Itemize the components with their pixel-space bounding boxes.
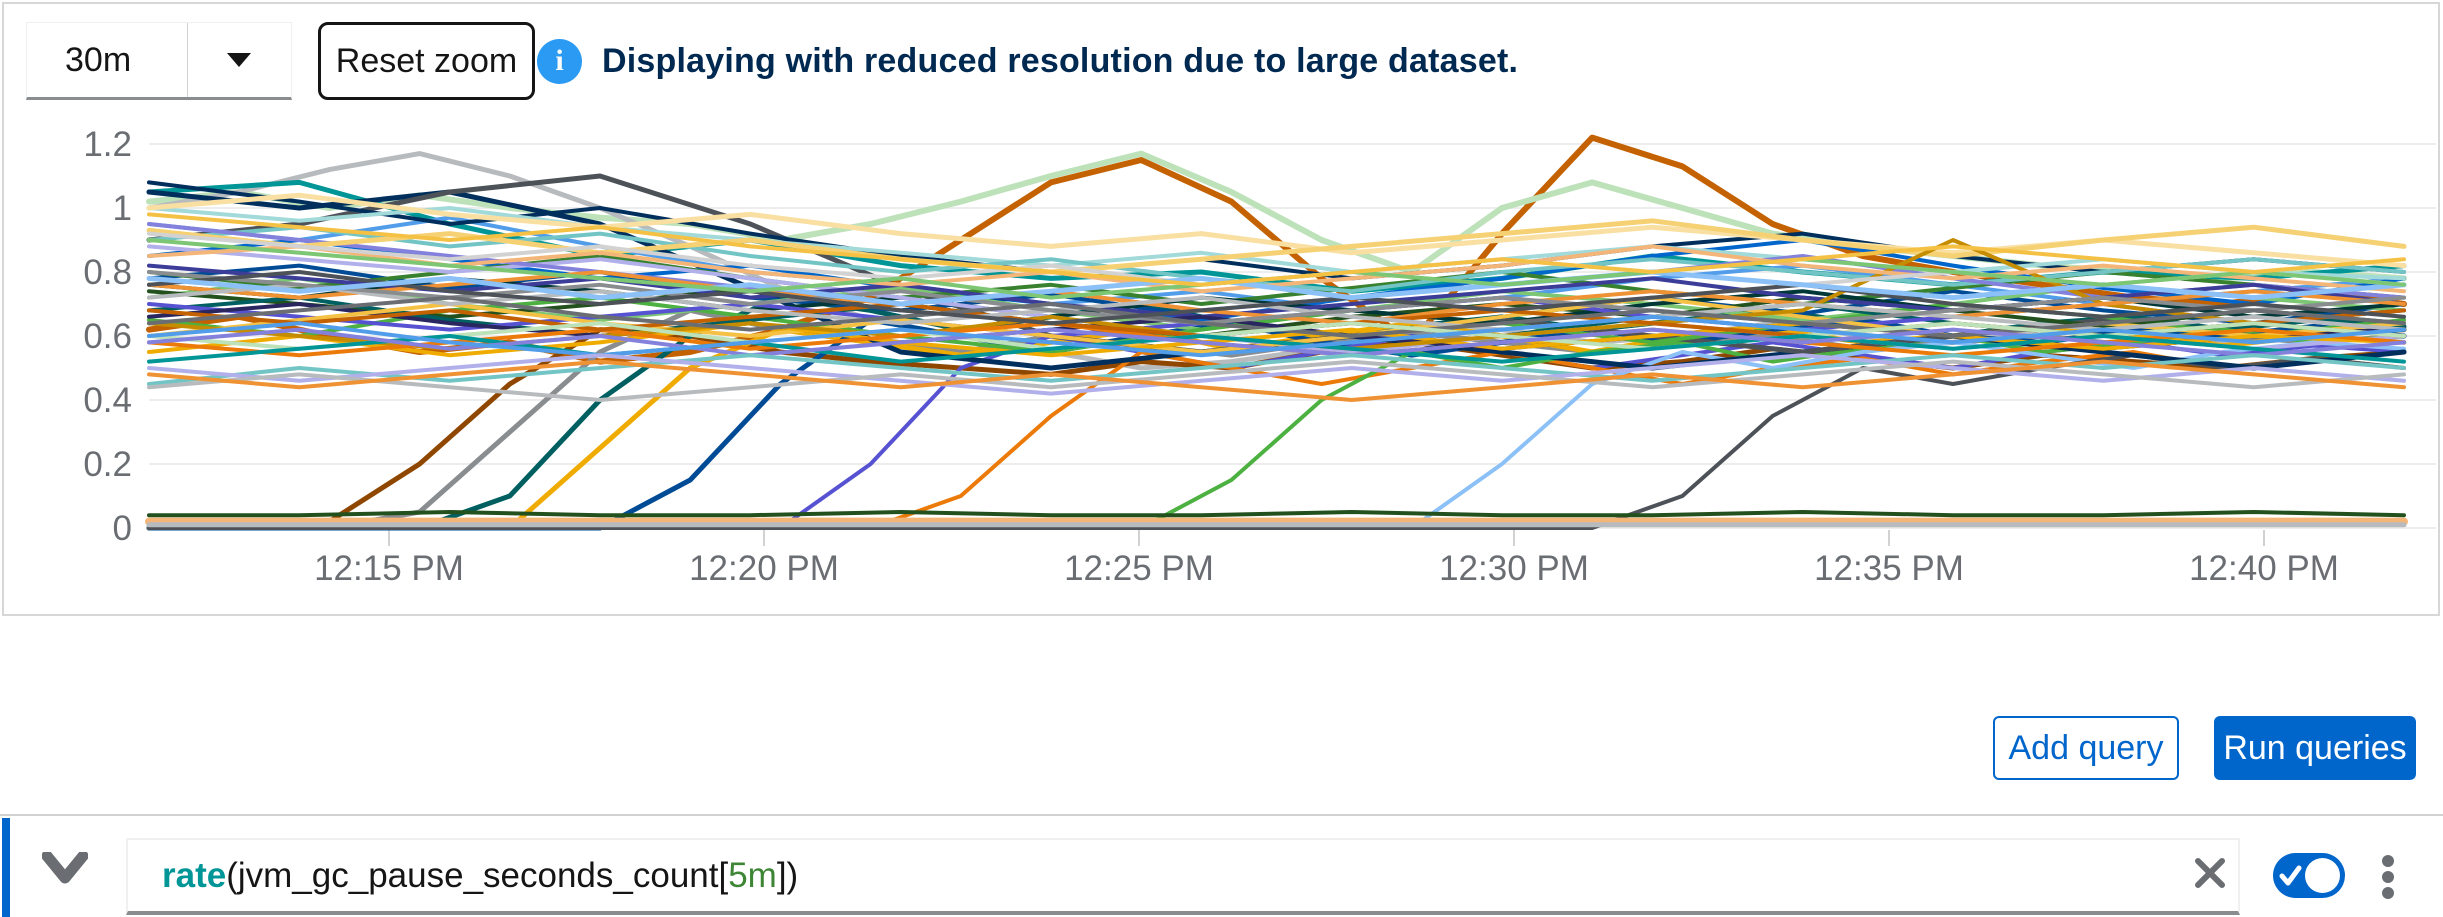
toggle-knob	[2305, 858, 2340, 893]
close-icon	[2195, 857, 2225, 888]
clear-query-button[interactable]	[2188, 852, 2232, 896]
alert-text: Displaying with reduced resolution due t…	[602, 41, 1519, 80]
query-accent-bar	[2, 818, 10, 917]
query-expand-toggle[interactable]	[41, 850, 89, 886]
query-expression-input[interactable]: rate(jvm_gc_pause_seconds_count[5m])	[126, 838, 2240, 915]
reset-zoom-button[interactable]: Reset zoom	[318, 22, 535, 100]
svg-text:0: 0	[113, 509, 132, 548]
run-queries-button[interactable]: Run queries	[2214, 716, 2416, 780]
svg-text:12:15 PM: 12:15 PM	[314, 549, 464, 588]
svg-text:12:35 PM: 12:35 PM	[1814, 549, 1964, 588]
query-expression: rate(jvm_gc_pause_seconds_count[5m])	[162, 855, 799, 895]
svg-text:12:30 PM: 12:30 PM	[1439, 549, 1589, 588]
query-row: rate(jvm_gc_pause_seconds_count[5m])	[0, 814, 2443, 917]
info-icon: i	[537, 38, 582, 84]
kebab-icon	[2382, 855, 2394, 899]
svg-text:0.4: 0.4	[83, 381, 132, 420]
svg-text:0.6: 0.6	[83, 317, 132, 356]
time-range-select[interactable]: 30m	[26, 22, 292, 100]
svg-text:12:40 PM: 12:40 PM	[2189, 549, 2339, 588]
svg-text:0.2: 0.2	[83, 445, 132, 484]
kebab-menu-button[interactable]	[2368, 846, 2408, 906]
caret-down-icon	[227, 53, 251, 67]
add-query-button[interactable]: Add query	[1993, 716, 2179, 780]
reduced-resolution-alert: i Displaying with reduced resolution due…	[537, 22, 1518, 100]
chart-toolbar: 30m Reset zoom i Displaying with reduced…	[4, 4, 2438, 104]
chevron-down-icon	[41, 850, 89, 884]
check-icon	[2279, 865, 2302, 886]
svg-text:0.8: 0.8	[83, 253, 132, 292]
query-enabled-toggle[interactable]	[2273, 853, 2345, 898]
svg-text:12:20 PM: 12:20 PM	[689, 549, 839, 588]
time-range-value: 30m	[65, 40, 132, 79]
metrics-chart-panel: 30m Reset zoom i Displaying with reduced…	[2, 2, 2440, 616]
svg-text:12:25 PM: 12:25 PM	[1064, 549, 1214, 588]
svg-text:1.2: 1.2	[83, 125, 132, 164]
query-actions-row: Add query Run queries	[0, 710, 2443, 790]
select-caret-box	[187, 23, 290, 97]
metrics-line-chart[interactable]: 0 0.2 0.4 0.6 0.8 1 1.2 12:15 PM 12:20 PM 12:25 P…	[4, 4, 2438, 612]
svg-text:1: 1	[113, 189, 132, 228]
